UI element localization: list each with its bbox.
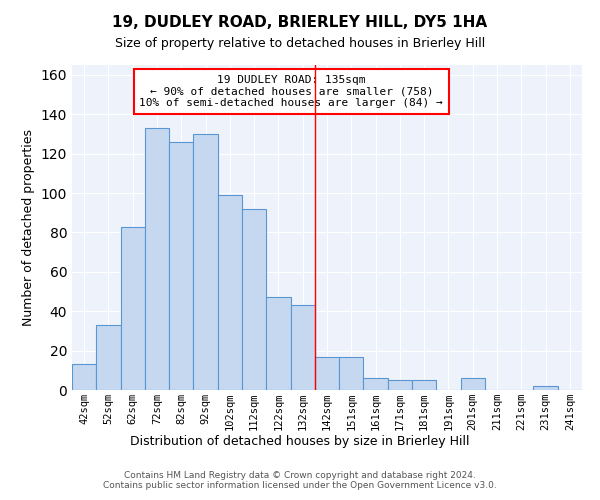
Bar	[412, 380, 436, 390]
Bar	[169, 142, 193, 390]
Text: Distribution of detached houses by size in Brierley Hill: Distribution of detached houses by size …	[130, 435, 470, 448]
Bar	[72, 364, 96, 390]
Text: Size of property relative to detached houses in Brierley Hill: Size of property relative to detached ho…	[115, 38, 485, 51]
Bar	[461, 378, 485, 390]
Bar	[533, 386, 558, 390]
Bar	[145, 128, 169, 390]
Bar	[290, 306, 315, 390]
Bar	[315, 356, 339, 390]
Text: 19 DUDLEY ROAD: 135sqm
← 90% of detached houses are smaller (758)
10% of semi-de: 19 DUDLEY ROAD: 135sqm ← 90% of detached…	[139, 74, 443, 108]
Text: Contains HM Land Registry data © Crown copyright and database right 2024.
Contai: Contains HM Land Registry data © Crown c…	[103, 470, 497, 490]
Bar	[218, 195, 242, 390]
Y-axis label: Number of detached properties: Number of detached properties	[22, 129, 35, 326]
Bar	[193, 134, 218, 390]
Bar	[96, 325, 121, 390]
Bar	[242, 209, 266, 390]
Bar	[388, 380, 412, 390]
Text: 19, DUDLEY ROAD, BRIERLEY HILL, DY5 1HA: 19, DUDLEY ROAD, BRIERLEY HILL, DY5 1HA	[112, 15, 488, 30]
Bar	[121, 226, 145, 390]
Bar	[266, 298, 290, 390]
Bar	[364, 378, 388, 390]
Bar	[339, 356, 364, 390]
